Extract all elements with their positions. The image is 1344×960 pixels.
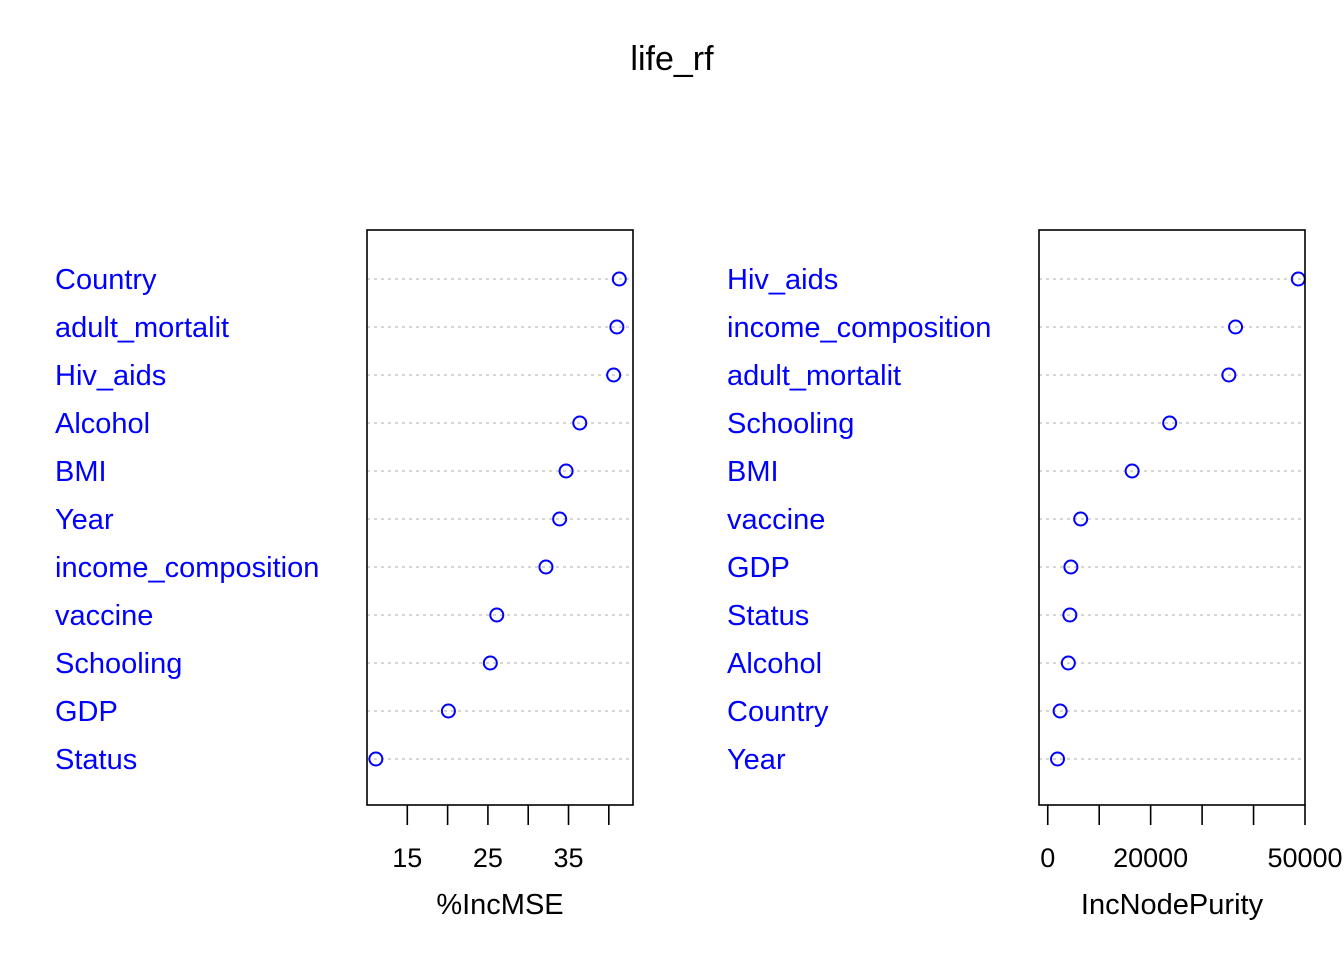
category-label: GDP xyxy=(55,696,118,728)
data-point xyxy=(1062,607,1078,623)
incnodepurity-panel: Hiv_aids income_composition adult_mortalit… xyxy=(727,229,1343,921)
category-label: vaccine xyxy=(727,504,825,536)
x-tick-label: 50000 xyxy=(1267,843,1342,873)
data-point xyxy=(1228,319,1244,335)
category-label: Hiv_aids xyxy=(727,264,838,296)
incmse-panel: Country adult_mortalit Hiv_aids Alcohol BMI Y… xyxy=(55,229,634,921)
data-point xyxy=(489,607,505,623)
data-point xyxy=(606,367,622,383)
x-tick-label: 25 xyxy=(473,843,503,873)
category-label: Status xyxy=(727,600,809,632)
x-tick-label: 35 xyxy=(553,843,583,873)
plot-frame xyxy=(366,229,634,806)
x-tick-label: 20000 xyxy=(1113,843,1188,873)
category-label: BMI xyxy=(727,456,779,488)
data-point xyxy=(1124,463,1140,479)
data-point xyxy=(538,559,554,575)
data-point xyxy=(1050,751,1066,767)
x-axis-title: IncNodePurity xyxy=(1081,889,1264,921)
chart-title: life_rf xyxy=(630,40,714,78)
category-label: vaccine xyxy=(55,600,153,632)
category-label: Hiv_aids xyxy=(55,360,166,392)
data-point xyxy=(572,415,588,431)
category-label: adult_mortalit xyxy=(55,312,229,344)
data-point xyxy=(611,271,627,287)
data-point xyxy=(609,319,625,335)
data-point xyxy=(368,751,384,767)
data-point xyxy=(1221,367,1237,383)
category-label: Country xyxy=(727,696,829,728)
category-label: Schooling xyxy=(55,648,182,680)
plot-frame xyxy=(1038,229,1306,806)
category-label: Status xyxy=(55,744,137,776)
category-label: adult_mortalit xyxy=(727,360,901,392)
category-label: GDP xyxy=(727,552,790,584)
category-label: Alcohol xyxy=(55,408,150,440)
data-point xyxy=(482,655,498,671)
category-label: BMI xyxy=(55,456,107,488)
category-label: Schooling xyxy=(727,408,854,440)
data-point xyxy=(552,511,568,527)
category-label: income_composition xyxy=(55,552,319,584)
data-point xyxy=(558,463,574,479)
data-point xyxy=(1063,559,1079,575)
x-tick-label: 15 xyxy=(392,843,422,873)
x-tick-label: 0 xyxy=(1040,843,1055,873)
data-point xyxy=(1162,415,1178,431)
data-point xyxy=(440,703,456,719)
x-axis-title: %IncMSE xyxy=(436,889,563,921)
data-point xyxy=(1073,511,1089,527)
category-label: income_composition xyxy=(727,312,991,344)
category-label: Year xyxy=(55,504,114,536)
data-point xyxy=(1060,655,1076,671)
category-label: Country xyxy=(55,264,157,296)
data-point xyxy=(1052,703,1068,719)
category-label: Year xyxy=(727,744,786,776)
category-label: Alcohol xyxy=(727,648,822,680)
